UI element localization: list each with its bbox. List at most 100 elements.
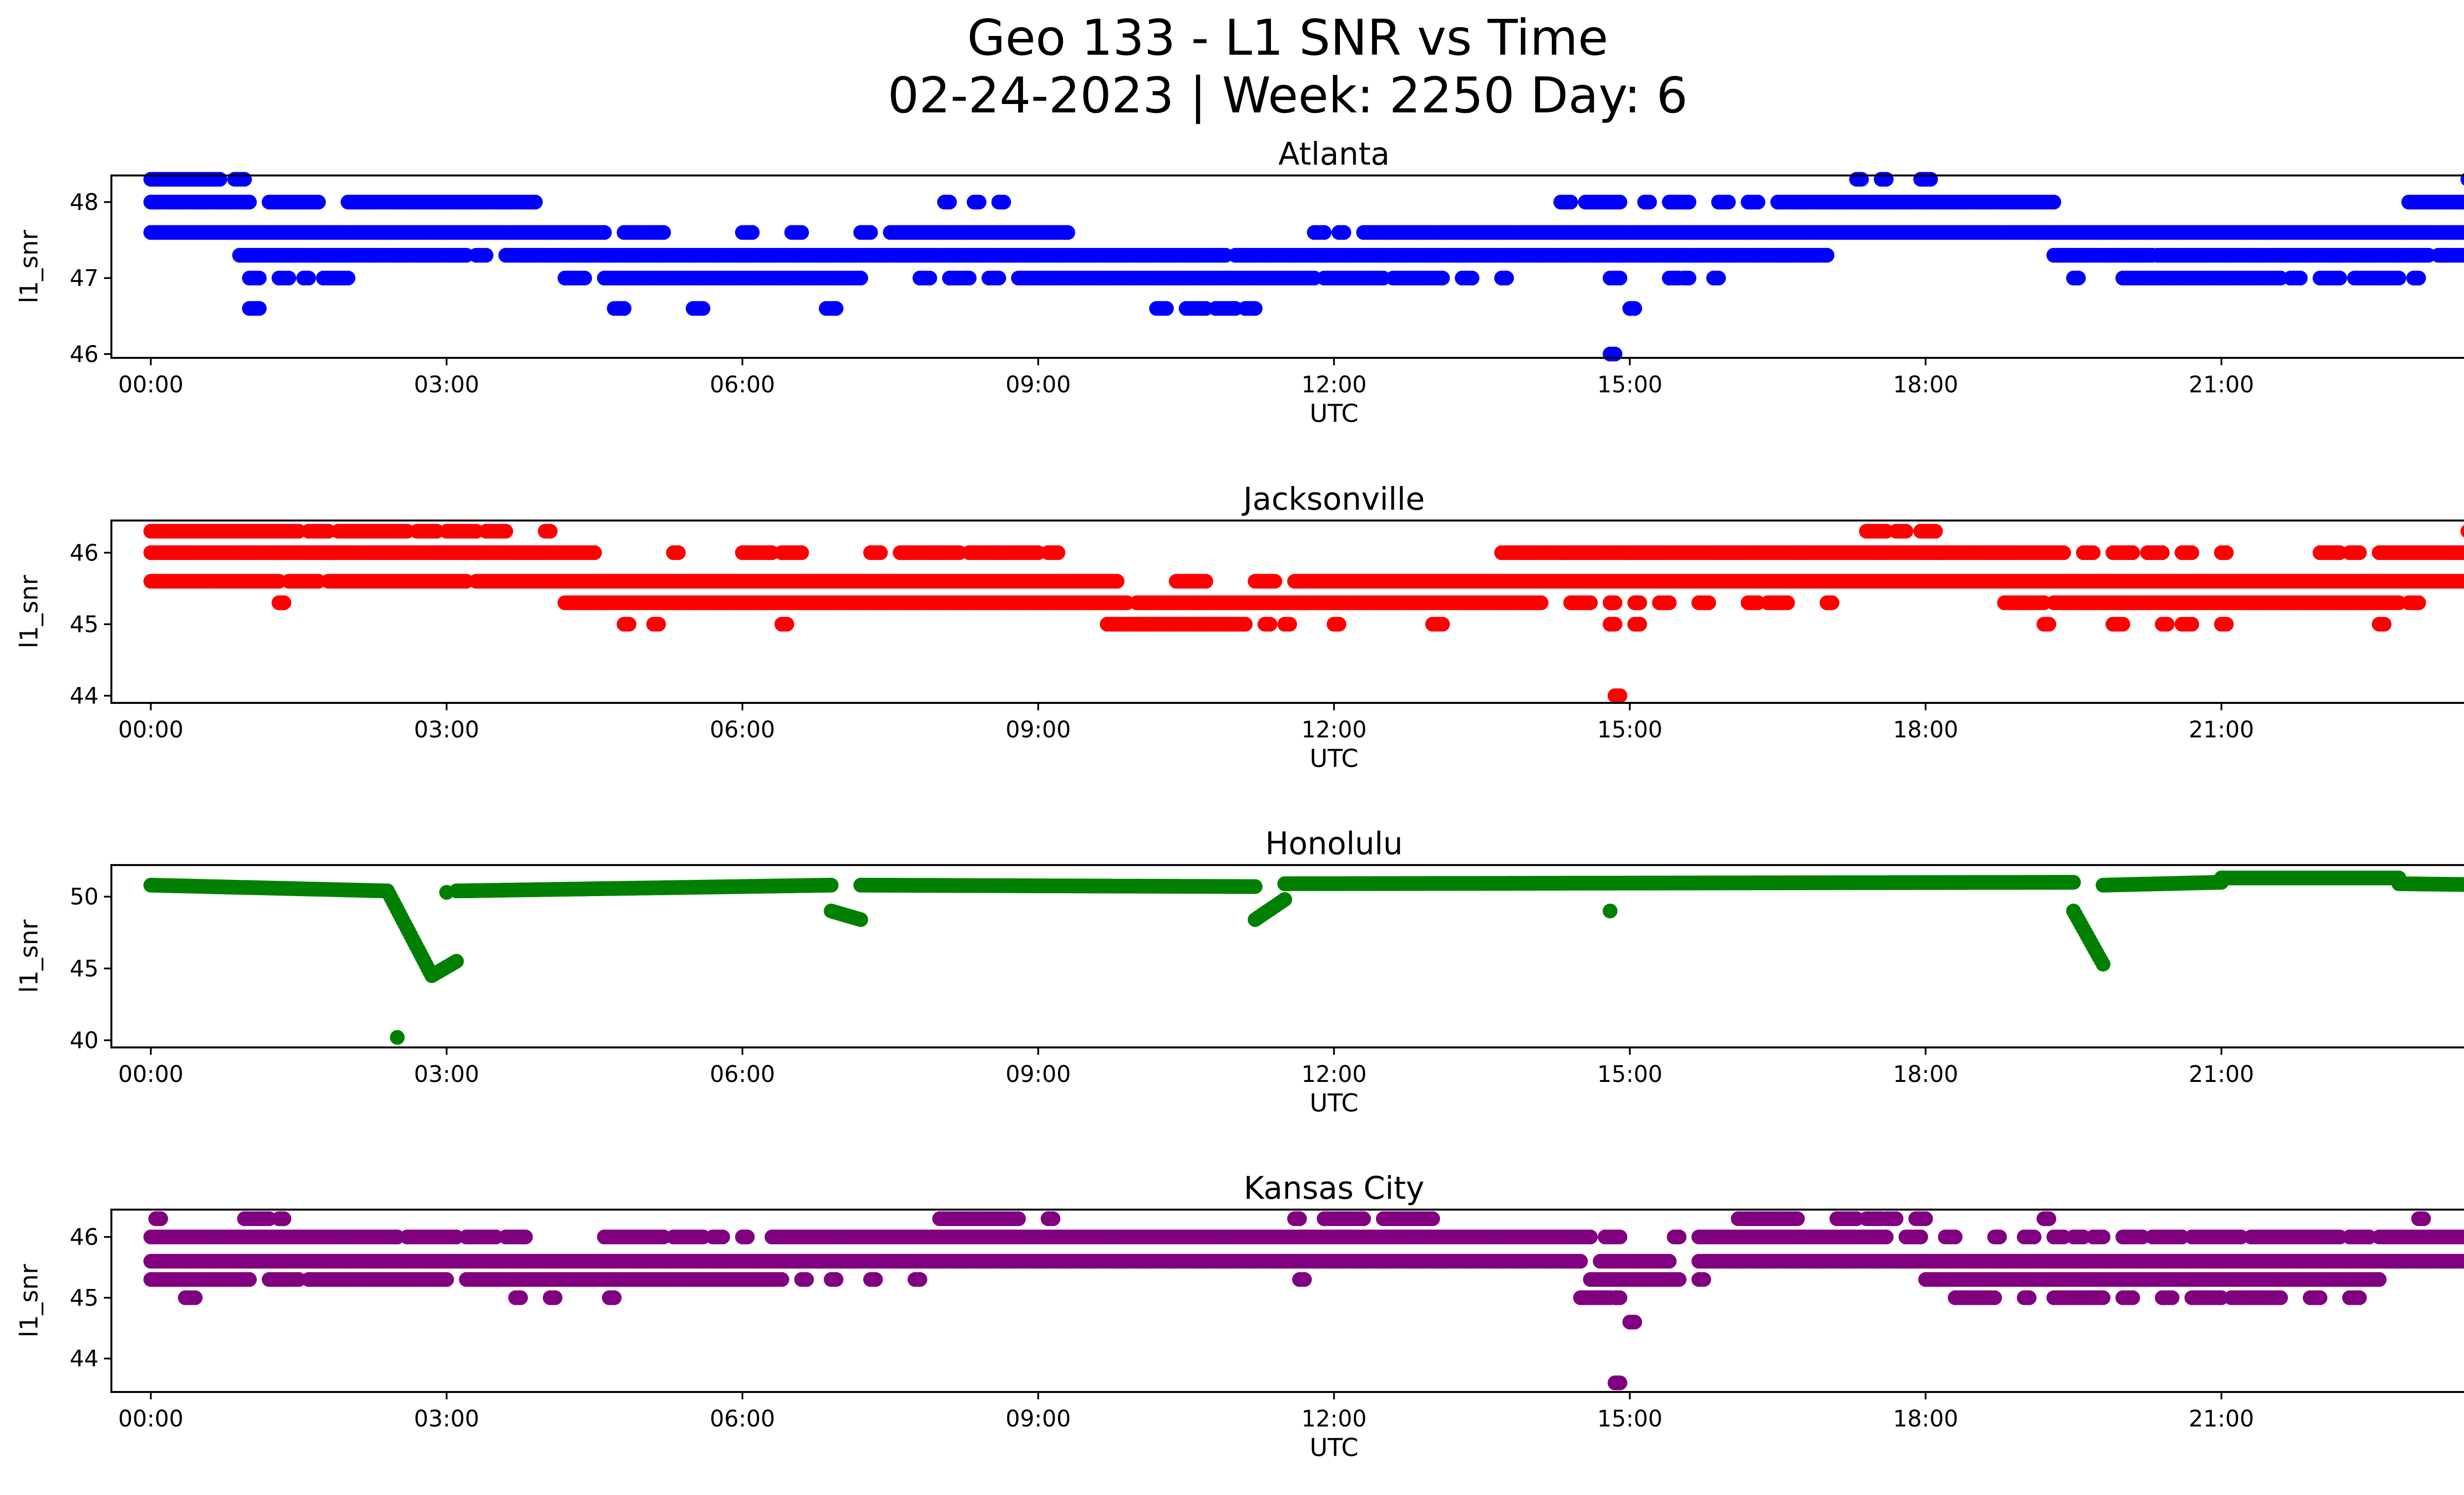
data-point [996,195,1011,209]
x-tick-label: 18:00 [1893,371,1958,398]
data-point [2332,271,2347,286]
data-point [1247,301,1263,316]
x-tick-label: 09:00 [1005,716,1071,743]
data-point [1612,688,1628,703]
data-point [853,271,868,286]
y-tick-label: 45 [69,611,99,637]
data-point [2184,617,2199,632]
data-point [301,271,316,286]
y-tick-label: 46 [69,341,99,367]
data-point [479,247,494,263]
data-point [2071,271,2086,286]
data-point [1050,545,1065,560]
x-tick-label: 06:00 [710,371,775,398]
data-point [2460,525,2464,538]
data-point [616,301,632,316]
data-point [449,954,464,969]
data-point [971,195,987,209]
data-point [2056,545,2071,560]
data-point [237,172,252,187]
data-point [1563,195,1578,209]
x-tick-label: 21:00 [2189,716,2254,743]
data-point [2219,617,2234,632]
data-point [1608,595,1623,610]
data-points [143,172,2464,362]
x-tick-label: 00:00 [118,716,184,743]
data-point [1612,271,1628,286]
data-point [1534,595,1549,610]
data-point [1277,892,1292,907]
y-axis-label: l1_snr [15,575,43,648]
data-point [577,271,592,286]
data-point [1701,595,1716,610]
data-point [823,877,839,893]
y-tick-label: 47 [69,265,99,291]
data-point [991,271,1006,286]
y-tick-label: 48 [69,189,99,215]
data-point [587,545,602,560]
x-tick-label: 06:00 [710,716,775,743]
data-point [1435,271,1450,286]
data-point [1435,617,1450,632]
data-point [779,617,794,632]
data-point [341,271,356,286]
data-point [1612,195,1628,209]
data-point [1608,347,1623,362]
data-point [252,301,267,316]
data-point [853,912,868,927]
x-tick-label: 21:00 [2189,371,2254,398]
data-point [2219,545,2234,560]
data-point [2046,195,2061,209]
data-point [597,225,612,240]
y-tick-label: 46 [69,539,99,566]
data-point [1262,617,1277,632]
data-point [543,523,558,539]
data-point [828,301,844,316]
data-point [1583,595,1598,610]
data-point [1721,195,1736,209]
x-tick-label: 00:00 [118,371,184,398]
data-point [922,271,937,286]
x-tick-label: 12:00 [1301,371,1367,398]
data-point [2461,249,2464,261]
data-point [2463,175,2464,183]
data-point [1632,595,1647,610]
data-point [252,271,267,286]
data-point [1642,195,1657,209]
x-tick-label: 15:00 [1597,716,1663,743]
x-tick-label: 12:00 [1301,716,1367,743]
data-point [1711,271,1726,286]
data-point [1681,195,1697,209]
y-tick-label: 44 [69,682,99,709]
data-point [2459,225,2464,240]
data-point [2462,228,2464,237]
x-tick-label: 03:00 [414,716,479,743]
data-point [2391,271,2406,286]
data-point [1247,879,1263,894]
data-point [1662,595,1677,610]
data-point [651,617,666,632]
data-point [2041,617,2056,632]
figure-title-line1: Geo 133 - L1 SNR vs Time [967,9,1608,67]
data-point [1750,195,1766,209]
data-point [1824,595,1840,610]
data-point [2411,271,2426,286]
data-point [2352,545,2367,560]
data-point [1681,271,1697,286]
data-point [2293,271,2308,286]
data-point [794,545,809,560]
data-point [2460,195,2464,209]
data-point [2376,617,2392,632]
data-point [2086,545,2101,560]
data-point [1332,617,1346,632]
data-point [2155,545,2170,560]
data-point [498,523,513,539]
data-point [1109,574,1125,589]
data-point [2159,617,2175,632]
x-tick-label: 18:00 [1893,716,1958,743]
data-point [2125,545,2140,560]
data-point [2184,545,2199,560]
